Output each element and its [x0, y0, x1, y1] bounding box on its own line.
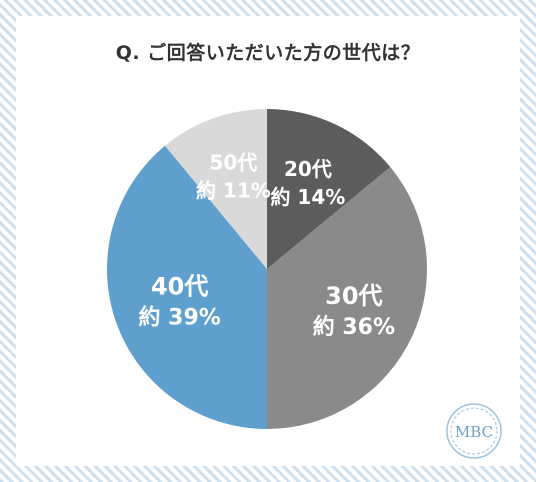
slice-label-percent-40代: 約 39%	[139, 304, 221, 330]
slice-label-age-30代: 30代	[325, 282, 382, 310]
chart-title-text: Q. ご回答いただいた方の世代は？	[115, 42, 421, 64]
slice-label-age-40代: 40代	[151, 272, 208, 300]
chart-card: Q. ご回答いただいた方の世代は？ 20代約 14% 30代約 36% 40代約 3…	[16, 16, 520, 466]
slice-label-age-50代: 50代	[209, 151, 257, 175]
mbc-logo: MBC	[446, 403, 502, 459]
logo-text: MBC	[455, 423, 493, 441]
pie-slice-50代	[165, 109, 267, 269]
pie-slice-20代	[267, 109, 391, 269]
logo-outer-ring	[446, 403, 502, 459]
slice-label-age-20代: 20代	[284, 157, 332, 181]
pie-slice-40代	[107, 145, 267, 429]
pie-slice-30代	[267, 167, 427, 430]
slice-label-percent-30代: 約 36%	[313, 314, 395, 340]
logo-inner-ring	[450, 407, 498, 455]
slice-label-percent-20代: 約 14%	[270, 185, 345, 209]
slice-label-percent-50代: 約 11%	[196, 179, 271, 203]
